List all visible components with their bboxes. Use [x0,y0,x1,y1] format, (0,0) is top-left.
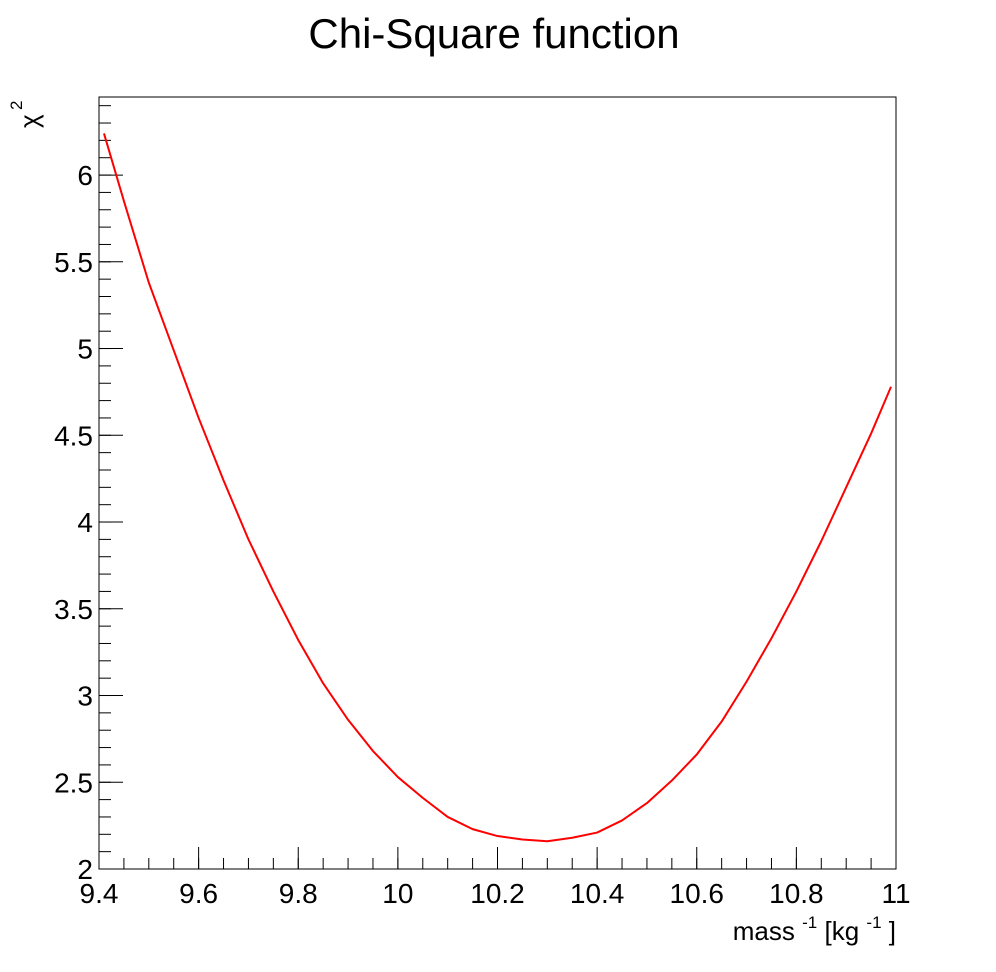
x-tick-label: 10.2 [470,878,525,909]
x-axis-title-unit-sup: -1 [866,913,881,932]
x-axis-title-base: mass [733,916,795,946]
y-axis-title-sup: 2 [7,101,26,110]
x-tick-label: 10.6 [670,878,725,909]
y-tick-label: 6 [77,160,93,191]
y-tick-label: 3.5 [54,594,93,625]
chart-title: Chi-Square function [308,10,679,57]
series-layer [103,133,892,843]
y-axis-tick-labels: 2 2.5 3 3.5 4 4.5 5 5.5 6 [54,160,93,885]
x-tick-label: 10.4 [570,878,625,909]
y-tick-label: 5 [77,334,93,365]
plot-frame [98,96,897,870]
x-tick-label: 10 [382,878,413,909]
x-axis-title-unit-close: ] [889,916,896,946]
y-tick-label: 3 [77,681,93,712]
x-tick-label: 9.4 [80,878,119,909]
y-axis-title-base: χ [14,114,44,128]
y-tick-label: 4.5 [54,420,93,451]
x-axis-title-base-sup: -1 [802,913,817,932]
chi-square-curve [103,133,892,843]
x-tick-label: 10.8 [769,878,824,909]
y-tick-label: 2 [77,854,93,885]
x-tick-label: 9.6 [179,878,218,909]
y-axis-title: χ 2 [7,101,44,128]
x-tick-label: 9.8 [279,878,318,909]
x-axis-tick-labels: 9.4 9.6 9.8 10 10.2 10.4 10.6 10.8 11 [80,878,911,909]
y-tick-label: 2.5 [54,767,93,798]
y-tick-label: 5.5 [54,247,93,278]
x-tick-label: 11 [881,878,910,909]
y-tick-label: 4 [77,507,93,538]
x-axis-ticks [98,847,897,869]
x-axis-title: mass -1 [kg -1 ] [733,904,896,946]
x-axis-title-unit-open: [kg [824,916,859,946]
y-axis-ticks [99,105,123,870]
